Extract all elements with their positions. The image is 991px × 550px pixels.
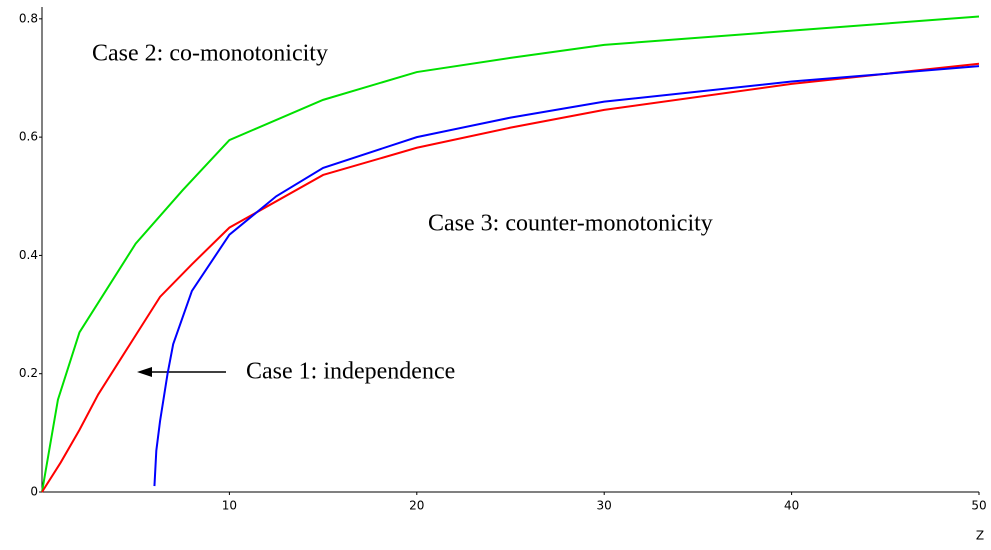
x-axis-label: Z [976,529,984,543]
x-tick-label: 40 [784,499,799,513]
x-tick-label: 10 [222,499,237,513]
annotation: Case 2: co-monotonicity [92,41,328,67]
y-tick-label: 0.2 [19,366,38,380]
y-tick-label: 0.8 [19,11,38,25]
line-series [41,62,980,493]
y-tick-label: 0.4 [19,248,38,262]
y-tick-label: 0.6 [19,130,38,144]
annotation: Case 3: counter-monotonicity [428,211,713,237]
arrow-head [137,367,152,377]
annotation: Case 1: independence [246,359,455,385]
x-tick-label: 30 [597,499,612,513]
line-series [41,15,980,493]
x-tick-label: 20 [409,499,424,513]
y-tick-label: 0 [30,485,38,499]
x-tick-label: 50 [971,499,986,513]
line-series [153,65,980,487]
